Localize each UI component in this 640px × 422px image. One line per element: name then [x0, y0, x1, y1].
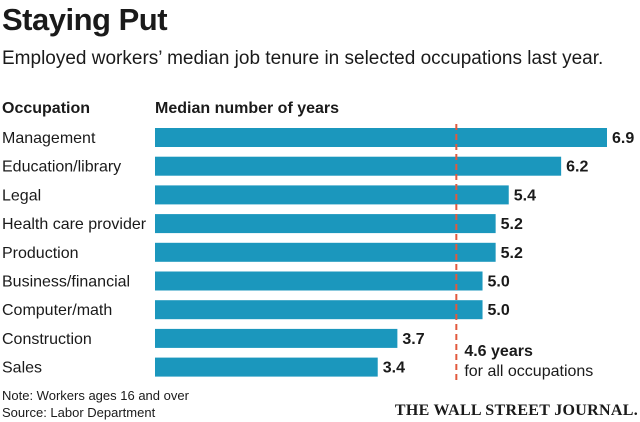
value-column-header: Median number of years [155, 100, 340, 117]
value-label: 3.4 [383, 360, 405, 377]
value-label: 5.2 [501, 216, 523, 233]
category-label: Business/financial [2, 274, 130, 291]
occupation-column-header: Occupation [2, 100, 91, 117]
bar [155, 242, 496, 262]
category-label: Construction [2, 331, 92, 348]
category-label: Computer/math [2, 302, 112, 319]
bar [155, 128, 607, 147]
category-label: Health care provider [2, 216, 147, 233]
value-label: 6.2 [566, 159, 588, 176]
value-label: 5.0 [488, 274, 510, 291]
bar [155, 156, 562, 176]
bar [155, 214, 496, 234]
category-label: Management [2, 130, 96, 147]
source-note: Source: Labor Department [2, 405, 156, 420]
reference-label: for all occupations [464, 363, 593, 380]
chart-subtitle: Employed workers’ median job tenure in s… [2, 48, 604, 69]
category-label: Production [2, 245, 79, 262]
bar [155, 185, 509, 205]
reference-label: 4.6 years [464, 343, 533, 360]
value-label: 5.4 [514, 187, 536, 204]
chart-title: Staying Put [2, 2, 168, 37]
value-label: 5.2 [501, 245, 523, 262]
category-label: Sales [2, 360, 42, 377]
publisher-logo: THE WALL STREET JOURNAL. [394, 402, 638, 419]
value-label: 5.0 [488, 302, 510, 319]
category-label: Education/library [2, 159, 121, 176]
value-label: 3.7 [402, 331, 424, 348]
bar [155, 328, 398, 348]
value-label: 6.9 [612, 130, 634, 147]
bar [155, 300, 483, 320]
bar [155, 271, 483, 291]
category-label: Legal [2, 187, 41, 204]
footnote: Note: Workers ages 16 and over [2, 388, 189, 403]
bar [155, 357, 378, 377]
